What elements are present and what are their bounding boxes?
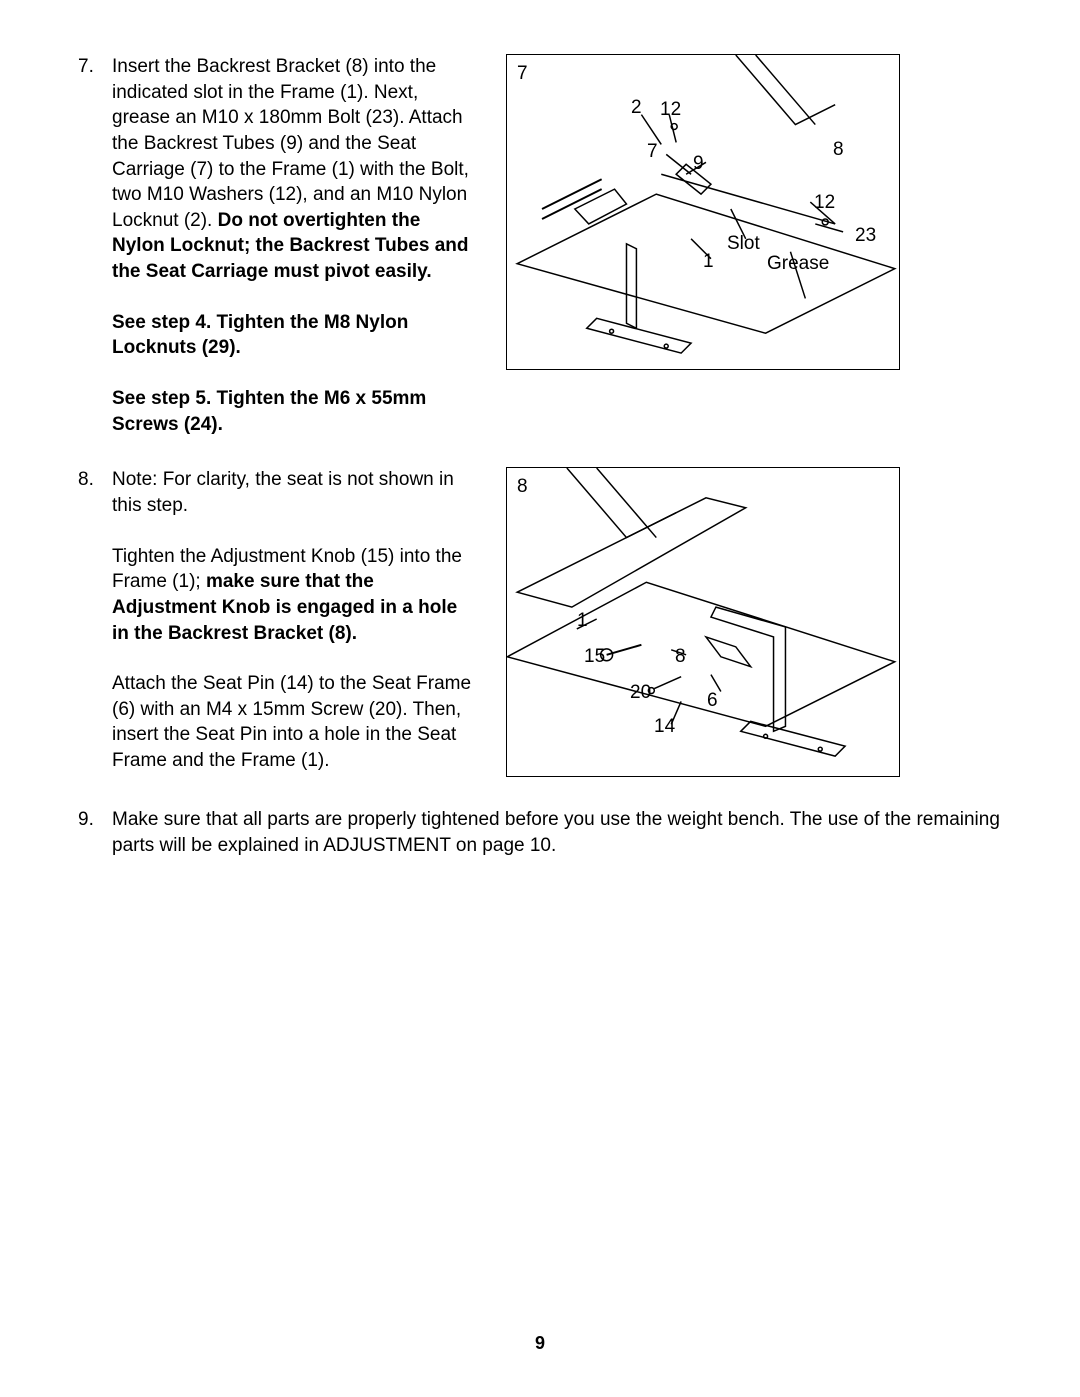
step-paragraph: Make sure that all parts are properly ti… — [112, 807, 1002, 858]
diagram-callout-label: 6 — [707, 688, 718, 714]
diagram-callout-label: 1 — [577, 608, 588, 634]
assembly-diagram: 8115820614 — [506, 467, 900, 777]
step-paragraph: Attach the Seat Pin (14) to the Seat Fra… — [112, 671, 476, 774]
text-run: See step 4. Tighten the M8 Nylon Locknut… — [112, 312, 408, 359]
diagram-line-art — [507, 55, 899, 369]
step-body: Make sure that all parts are properly ti… — [112, 807, 1002, 858]
step-row: 8.Note: For clarity, the seat is not sho… — [78, 467, 1002, 777]
diagram-callout-label: 8 — [675, 644, 686, 670]
diagram-callout-label: 23 — [855, 223, 876, 249]
step-row: 7.Insert the Backrest Bracket (8) into t… — [78, 54, 1002, 437]
step-paragraph: See step 5. Tighten the M6 x 55mm Screws… — [112, 386, 476, 437]
step-number: 9. — [78, 807, 112, 833]
diagram-callout-label: 12 — [814, 190, 835, 216]
diagram-line-art — [507, 468, 899, 776]
text-run: Insert the Backrest Bracket (8) into the… — [112, 56, 469, 231]
step-number: 7. — [78, 54, 112, 80]
diagram-callout-label: 1 — [703, 249, 714, 275]
step-number: 8. — [78, 467, 112, 493]
text-run: Make sure that all parts are properly ti… — [112, 809, 1000, 856]
step-body: Note: For clarity, the seat is not shown… — [112, 467, 476, 773]
text-run: Attach the Seat Pin (14) to the Seat Fra… — [112, 673, 471, 771]
diagram-callout-label: 12 — [660, 97, 681, 123]
step-text-column: 7.Insert the Backrest Bracket (8) into t… — [78, 54, 476, 437]
diagram-callout-label: 2 — [631, 95, 642, 121]
page-number: 9 — [0, 1331, 1080, 1355]
step-text-column: 9.Make sure that all parts are properly … — [78, 807, 1002, 858]
diagram-callout-label: Grease — [767, 251, 829, 277]
text-run: See step 5. Tighten the M6 x 55mm Screws… — [112, 388, 426, 435]
diagram-callout-label: Slot — [727, 231, 760, 257]
diagram-callout-label: 20 — [630, 680, 651, 706]
step-paragraph: Tighten the Adjustment Knob (15) into th… — [112, 544, 476, 647]
diagram-callout-label: 9 — [693, 151, 704, 177]
step-paragraph: See step 4. Tighten the M8 Nylon Locknut… — [112, 310, 476, 361]
diagram-callout-label: 14 — [654, 714, 675, 740]
step-body: Insert the Backrest Bracket (8) into the… — [112, 54, 476, 437]
text-run: Note: For clarity, the seat is not shown… — [112, 469, 454, 516]
diagram-callout-label: 8 — [833, 137, 844, 163]
step-row: 9.Make sure that all parts are properly … — [78, 807, 1002, 858]
step-text-column: 8.Note: For clarity, the seat is not sho… — [78, 467, 476, 773]
step-paragraph: Note: For clarity, the seat is not shown… — [112, 467, 476, 518]
step-paragraph: Insert the Backrest Bracket (8) into the… — [112, 54, 476, 285]
diagram-callout-label: 7 — [647, 139, 658, 165]
assembly-diagram: 72127891223SlotGrease1 — [506, 54, 900, 370]
diagram-callout-label: 15 — [584, 644, 605, 670]
